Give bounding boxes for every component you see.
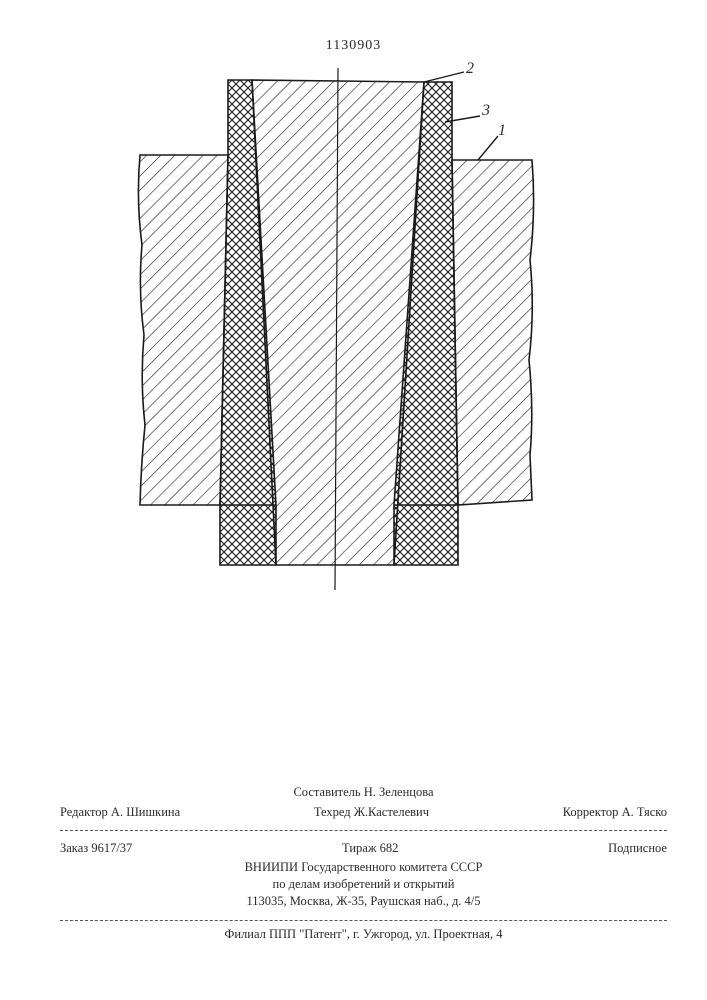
corrector-label: Корректор: [563, 805, 619, 819]
leader-1: [478, 136, 498, 160]
outer-body-left: [138, 155, 228, 505]
org-line-2: по делам изобретений и открытий: [60, 876, 667, 893]
circulation-label: Тираж: [342, 841, 376, 855]
org-address: 113035, Москва, Ж-35, Раушская наб., д. …: [60, 893, 667, 910]
document-number: 1130903: [0, 38, 707, 54]
editor-name: А. Шишкина: [111, 805, 180, 819]
leader-2: [424, 72, 464, 82]
compiler-label: Составитель: [293, 785, 360, 799]
imprint-block: Составитель Н. Зеленцова Редактор А. Шиш…: [60, 784, 667, 910]
subscription: Подписное: [608, 840, 667, 857]
order-value: 9617/37: [91, 841, 132, 855]
org-line-1: ВНИИПИ Государственного комитета СССР: [60, 859, 667, 876]
technical-figure: 2 3 1: [100, 60, 620, 600]
separator-1: [60, 830, 667, 831]
techred-label: Техред: [314, 805, 351, 819]
techred-name: Ж.Кастелевич: [354, 805, 429, 819]
circulation-value: 682: [380, 841, 399, 855]
separator-2: [60, 920, 667, 921]
label-1: 1: [498, 122, 506, 140]
compiler-name: Н. Зеленцова: [364, 785, 434, 799]
label-2: 2: [466, 60, 474, 78]
order-label: Заказ: [60, 841, 88, 855]
corrector-name: А. Тяско: [622, 805, 667, 819]
label-3: 3: [482, 102, 490, 120]
editor-label: Редактор: [60, 805, 108, 819]
outer-body-right: [452, 160, 534, 505]
branch-address: Филиал ППП "Патент", г. Ужгород, ул. Про…: [60, 927, 667, 942]
